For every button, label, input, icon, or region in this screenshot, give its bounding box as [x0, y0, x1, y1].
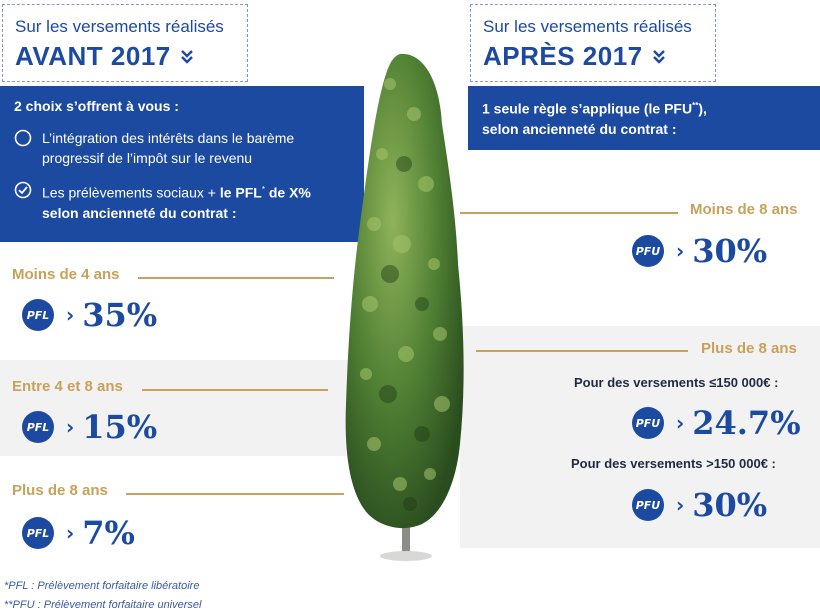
label-versements-sup-150k: Pour des versements >150 000€ :: [571, 456, 776, 471]
label-plus-8-ans-left: Plus de 8 ans: [12, 482, 108, 499]
double-chevron-down-icon: [180, 49, 193, 65]
panel-choices: 2 choix s’offrent à vous : L’intégration…: [0, 86, 364, 242]
rate-value: 7%: [82, 514, 135, 552]
option-pfl: Les prélèvements sociaux + le PFL* de X%…: [14, 180, 350, 223]
divider-line: [476, 350, 688, 352]
circle-icon: [14, 129, 32, 147]
header-apres-2017: Sur les versements réalisés APRÈS 2017: [470, 4, 716, 82]
pfu-badge: PFU: [632, 235, 664, 267]
option-pfl-line2: selon ancienneté du contrat :: [42, 204, 237, 221]
option-pfl-text: Les prélèvements sociaux + le PFL* de X%…: [42, 180, 342, 223]
rate-value: 30%: [692, 232, 768, 270]
rate-value: 35%: [82, 296, 158, 334]
header-subtitle: Sur les versements réalisés: [483, 17, 692, 36]
panel-pfu-line2: selon ancienneté du contrat :: [482, 120, 677, 137]
rate-row-inf-150k: PFU › 24.7%: [632, 404, 801, 442]
chevron-right-icon: ›: [66, 415, 75, 439]
option-pfl-prefix: Les prélèvements sociaux +: [42, 184, 220, 201]
panel-pfu-suffix: ),: [698, 100, 707, 117]
header-subtitle: Sur les versements réalisés: [15, 17, 224, 36]
header-title: AVANT 2017: [15, 41, 235, 72]
option-bareme-text: L’intégration des intérêts dans le barèm…: [42, 130, 295, 166]
label-moins-4-ans: Moins de 4 ans: [12, 266, 120, 283]
band-entre-4-8: [0, 360, 362, 456]
header-avant-2017: Sur les versements réalisés AVANT 2017: [2, 4, 248, 82]
panel-choices-title: 2 choix s’offrent à vous :: [14, 98, 179, 114]
panel-pfu-sup: **: [692, 101, 699, 110]
footnote-pfu: **PFU : Prélèvement forfaitaire universe…: [4, 599, 202, 611]
divider-line: [126, 493, 344, 495]
panel-pfu-line1: 1 seule règle s’applique (le PFU**),: [482, 96, 806, 119]
divider-line: [460, 212, 678, 214]
panel-pfu-prefix: 1 seule règle s’applique (le PFU: [482, 100, 693, 117]
footnote-pfl: *PFL : Prélèvement forfaitaire libératoi…: [4, 580, 200, 592]
panel-pfu: 1 seule règle s’applique (le PFU**), sel…: [468, 86, 820, 150]
chevron-right-icon: ›: [676, 239, 685, 263]
header-title-text: APRÈS 2017: [483, 41, 643, 71]
header-title-text: AVANT 2017: [15, 41, 171, 71]
label-entre-4-8-ans: Entre 4 et 8 ans: [12, 378, 123, 395]
label-plus-8-ans-right: Plus de 8 ans: [701, 340, 797, 357]
rate-row-sup-150k: PFU › 30%: [632, 486, 767, 524]
rate-row-entre-4-8: PFL › 15%: [22, 408, 157, 446]
double-chevron-down-icon: [652, 49, 665, 65]
pfl-badge: PFL: [22, 517, 54, 549]
divider-line: [138, 277, 334, 279]
pfu-badge: PFU: [632, 489, 664, 521]
tree-illustration: [330, 44, 480, 564]
chevron-right-icon: ›: [66, 303, 75, 327]
rate-value: 24.7%: [692, 404, 801, 442]
chevron-right-icon: ›: [676, 493, 685, 517]
rate-row-moins-4: PFL › 35%: [22, 296, 157, 334]
pfu-badge: PFU: [632, 407, 664, 439]
label-versements-inf-150k: Pour des versements ≤150 000€ :: [574, 375, 779, 390]
header-title: APRÈS 2017: [483, 41, 703, 72]
divider-line: [142, 389, 328, 391]
option-pfl-sup: *: [261, 185, 265, 194]
chevron-right-icon: ›: [66, 521, 75, 545]
rate-value: 30%: [692, 486, 768, 524]
rate-value: 15%: [82, 408, 158, 446]
option-bareme: L’intégration des intérêts dans le barèm…: [14, 128, 350, 168]
pfl-badge: PFL: [22, 411, 54, 443]
rate-row-moins-8: PFU › 30%: [632, 232, 767, 270]
check-circle-icon: [14, 181, 32, 199]
rate-row-plus-8-left: PFL › 7%: [22, 514, 135, 552]
pfl-badge: PFL: [22, 299, 54, 331]
option-pfl-suffix: de X%: [264, 184, 311, 201]
chevron-right-icon: ›: [676, 411, 685, 435]
label-moins-8-ans: Moins de 8 ans: [690, 201, 798, 218]
option-pfl-bold: le PFL: [219, 184, 262, 201]
